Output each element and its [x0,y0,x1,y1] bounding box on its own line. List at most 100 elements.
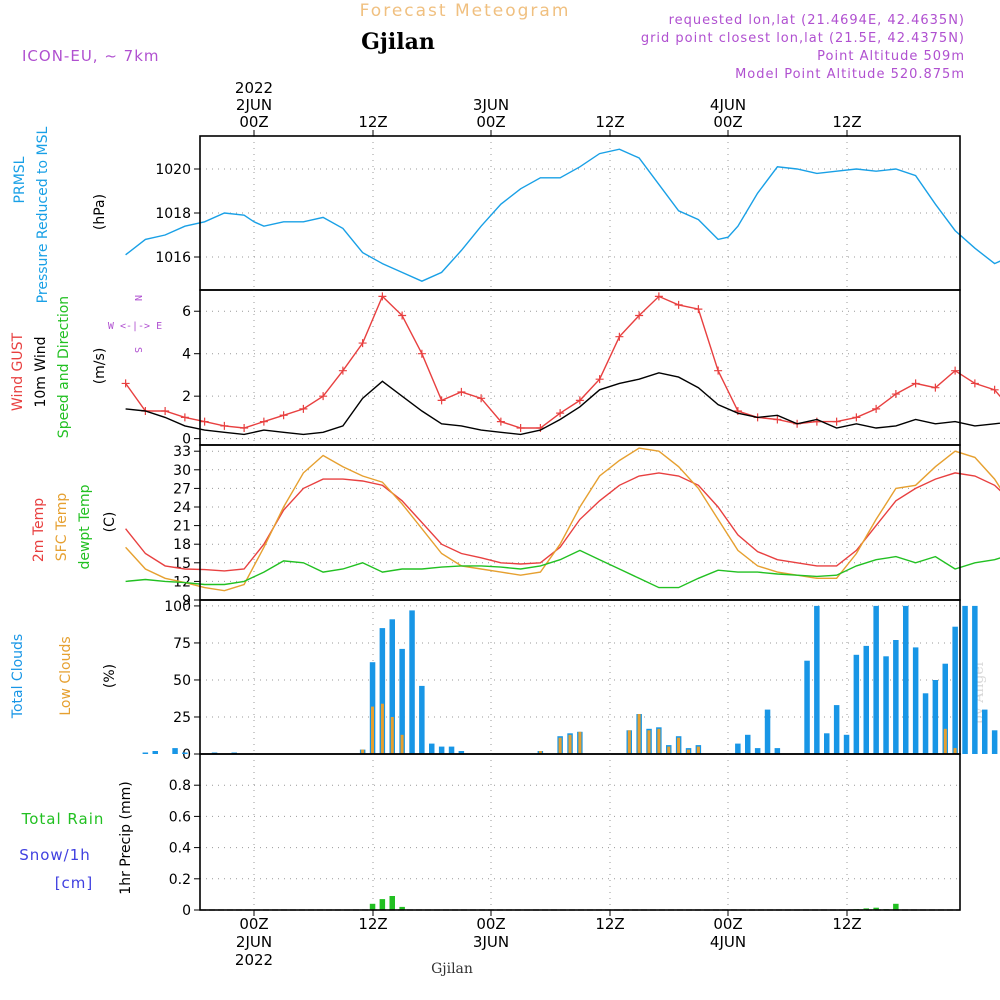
gust-marker-41 [931,383,940,392]
gust-marker-38 [872,404,881,413]
ytick-label-precipitation-1: 0.2 [169,872,191,888]
gust-marker-17 [457,387,466,396]
pressure-label-2: Pressure Reduced to MSL [35,126,51,303]
gust-marker-44 [990,385,999,394]
temp-unit: (C) [102,512,118,533]
bar-clouds-0-64 [754,748,761,754]
bar-precipitation-0-3 [399,906,405,910]
bar-clouds-0-72 [833,705,840,754]
ytick-label-precipitation-2: 0.4 [169,841,191,857]
bar-clouds-0-85 [962,605,968,754]
gust-marker-14 [398,311,407,320]
ytick-label-precipitation-4: 0.8 [169,778,191,794]
precip-snow-unit: [cm] [55,874,94,892]
bar-clouds-0-70 [814,605,820,754]
bar-clouds-0-27 [389,619,395,755]
compass-s: S [132,347,143,353]
ytick-label-temperature-5: 24 [173,500,191,516]
bar-clouds-0-26 [379,628,386,754]
bar-clouds-0-79 [903,605,909,754]
ytick-label-precipitation-3: 0.6 [169,809,191,825]
gust-marker-23 [575,396,584,405]
ytick-label-temperature-0: 9 [182,593,191,609]
gust-marker-12 [358,339,367,348]
bar-clouds-0-32 [438,746,445,754]
bar-clouds-0-69 [804,660,810,754]
bar-clouds-0-74 [853,654,860,754]
bar-clouds-0-63 [745,734,751,755]
gust-marker-33 [773,415,782,424]
ytick-label-wind-1: 2 [182,389,191,405]
gust-marker-37 [852,413,861,422]
ytick-label-precipitation-0: 0 [182,903,191,919]
ytick-label-wind-0: 0 [182,432,191,448]
point-altitude: Point Altitude 509m [817,49,965,64]
bar-precipitation-0-8 [893,903,899,910]
bar-clouds-0-33 [448,746,455,754]
bar-clouds-0-62 [735,743,741,754]
cloud-total-label: Total Clouds [10,634,26,719]
bar-clouds-1-51 [627,730,631,754]
panel-frame-precipitation [199,753,961,911]
compass-we: W <-|-> E [108,321,162,332]
gust-marker-30 [714,366,723,375]
bar-clouds-1-52 [637,714,641,754]
panel-frame-clouds [199,599,961,755]
bar-clouds-1-55 [667,746,671,754]
bar-clouds-0-30 [419,685,425,754]
plot-area: 1016101810200246912151821242730330255075… [121,130,1000,919]
wind-speed-dir-label: Speed and Direction [56,296,72,438]
bar-clouds-0-2 [142,752,149,754]
bar-clouds-0-77 [883,656,889,754]
cloud-low-label: Low Clouds [58,636,74,715]
gust-marker-26 [635,311,644,320]
top-hour-3: 00Z [476,113,505,131]
bar-clouds-0-28 [399,648,405,754]
gust-marker-5 [220,421,229,430]
gust-marker-15 [417,349,426,358]
top-day-3: 4JUN [710,96,746,114]
bar-clouds-1-25 [371,706,374,754]
gust-marker-11 [338,366,347,375]
gust-marker-29 [694,305,703,314]
bar-clouds-0-80 [912,647,919,754]
bar-precipitation-0-0 [369,903,376,910]
ytick-label-pressure-0: 1016 [155,250,191,266]
ytick-label-clouds-1: 25 [173,710,191,726]
footer-location: Gjilan [431,961,473,977]
gust-marker-2 [161,407,170,416]
series-wind-0 [125,295,1000,429]
bottom-hour-6: 12Z [832,915,861,933]
bar-clouds-1-28 [400,734,404,755]
top-hour-2: 12Z [358,113,387,131]
gust-marker-0 [121,379,130,388]
top-hour-6: 12Z [832,113,861,131]
ytick-label-clouds-4: 100 [164,599,191,615]
bar-precipitation-0-2 [389,896,395,910]
bar-clouds-0-83 [942,663,948,754]
location-title: Gjilan [361,29,435,55]
temp-dew-label: dewpt Temp [77,484,93,569]
precip-axis-label: 1hr Precip (mm) [118,781,134,894]
bar-clouds-1-42 [538,751,542,754]
ytick-label-wind-2: 4 [182,347,191,363]
bar-clouds-0-87 [982,709,988,754]
panel-frame-wind [199,289,961,446]
ytick-label-temperature-7: 30 [173,463,191,479]
bar-clouds-0-75 [863,645,869,754]
bottom-hour-5: 00Z [713,915,742,933]
bar-clouds-0-86 [972,605,978,754]
gust-marker-4 [200,417,209,426]
bar-clouds-1-83 [943,728,947,754]
bottom-hour-3: 00Z [476,915,505,933]
chart-title: Forecast Meteogram [360,1,571,21]
ytick-label-temperature-8: 33 [173,444,191,460]
pressure-label-1: PRMSL [12,156,28,203]
bar-clouds-0-34 [458,751,465,754]
gust-marker-43 [970,379,979,388]
bar-clouds-1-54 [657,728,661,754]
gust-marker-42 [951,366,960,375]
bottom-year: 2022 [235,951,273,969]
bar-clouds-1-57 [687,749,690,754]
gust-marker-6 [240,424,249,433]
